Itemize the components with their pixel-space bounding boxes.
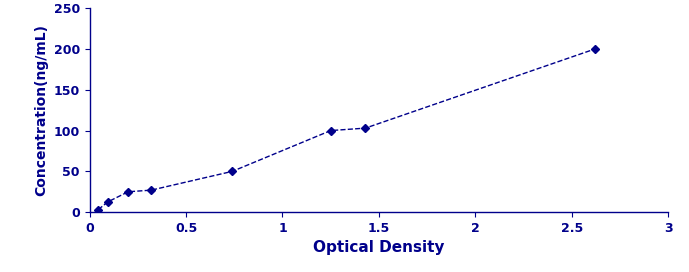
X-axis label: Optical Density: Optical Density <box>313 240 444 255</box>
Y-axis label: Concentration(ng/mL): Concentration(ng/mL) <box>34 24 48 196</box>
